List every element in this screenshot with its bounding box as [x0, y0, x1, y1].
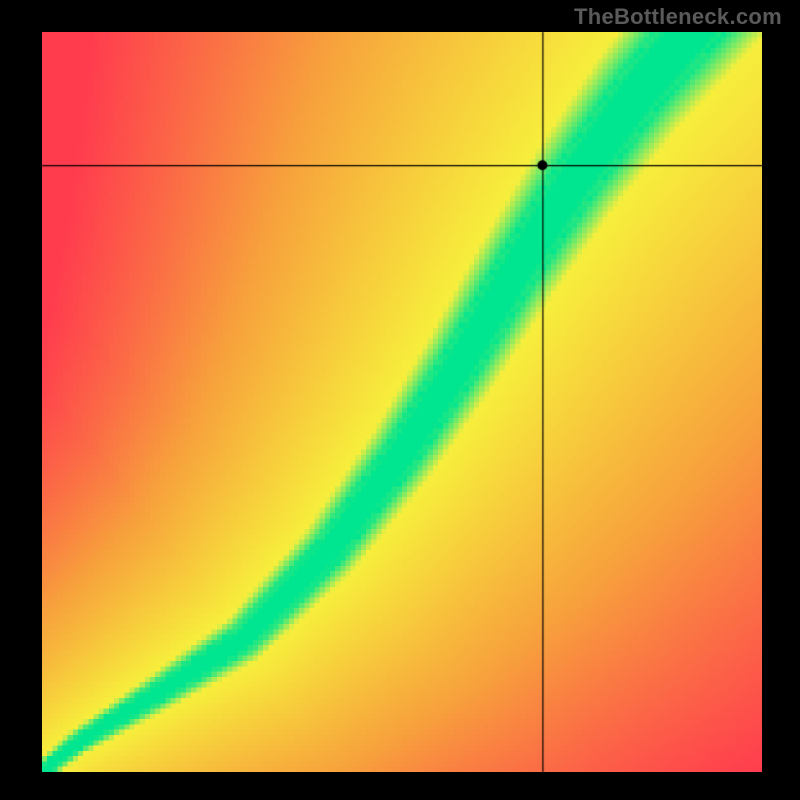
crosshair-overlay	[0, 0, 800, 800]
chart-container: { "watermark": "TheBottleneck.com", "lay…	[0, 0, 800, 800]
watermark-label: TheBottleneck.com	[574, 4, 782, 30]
